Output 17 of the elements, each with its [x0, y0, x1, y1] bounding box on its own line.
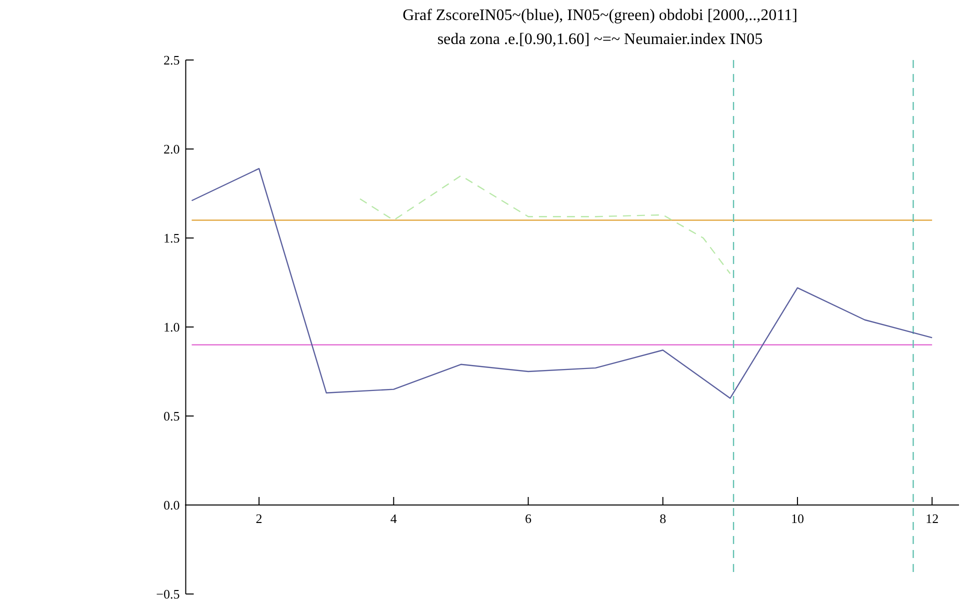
x-tick-label: 10 — [790, 511, 804, 526]
y-tick-label: 0.5 — [163, 408, 180, 424]
x-tick-label: 8 — [660, 511, 666, 526]
x-tick-label: 4 — [390, 511, 398, 526]
y-tick-label: 0.0 — [163, 498, 180, 513]
x-tick-label: 2 — [256, 511, 262, 526]
y-tick-label: 2.5 — [163, 52, 180, 68]
x-tick-label: 12 — [926, 511, 939, 526]
y-tick-label: 1.0 — [163, 320, 180, 335]
y-tick-label: 1.5 — [163, 230, 180, 246]
chart-subtitle: seda zona .e.[0.90,1.60] ~=~ Neumaier.index IN05 — [437, 31, 763, 48]
line-series — [191, 168, 933, 399]
line-series — [359, 175, 731, 274]
x-tick-label: 6 — [525, 511, 532, 526]
y-tick-label: −0.5 — [156, 586, 180, 602]
chart-title: Graf ZscoreIN05~(blue), IN05~(green) obdobi [2000,..,2011] — [402, 7, 798, 24]
y-tick-label: 2.0 — [163, 142, 180, 157]
